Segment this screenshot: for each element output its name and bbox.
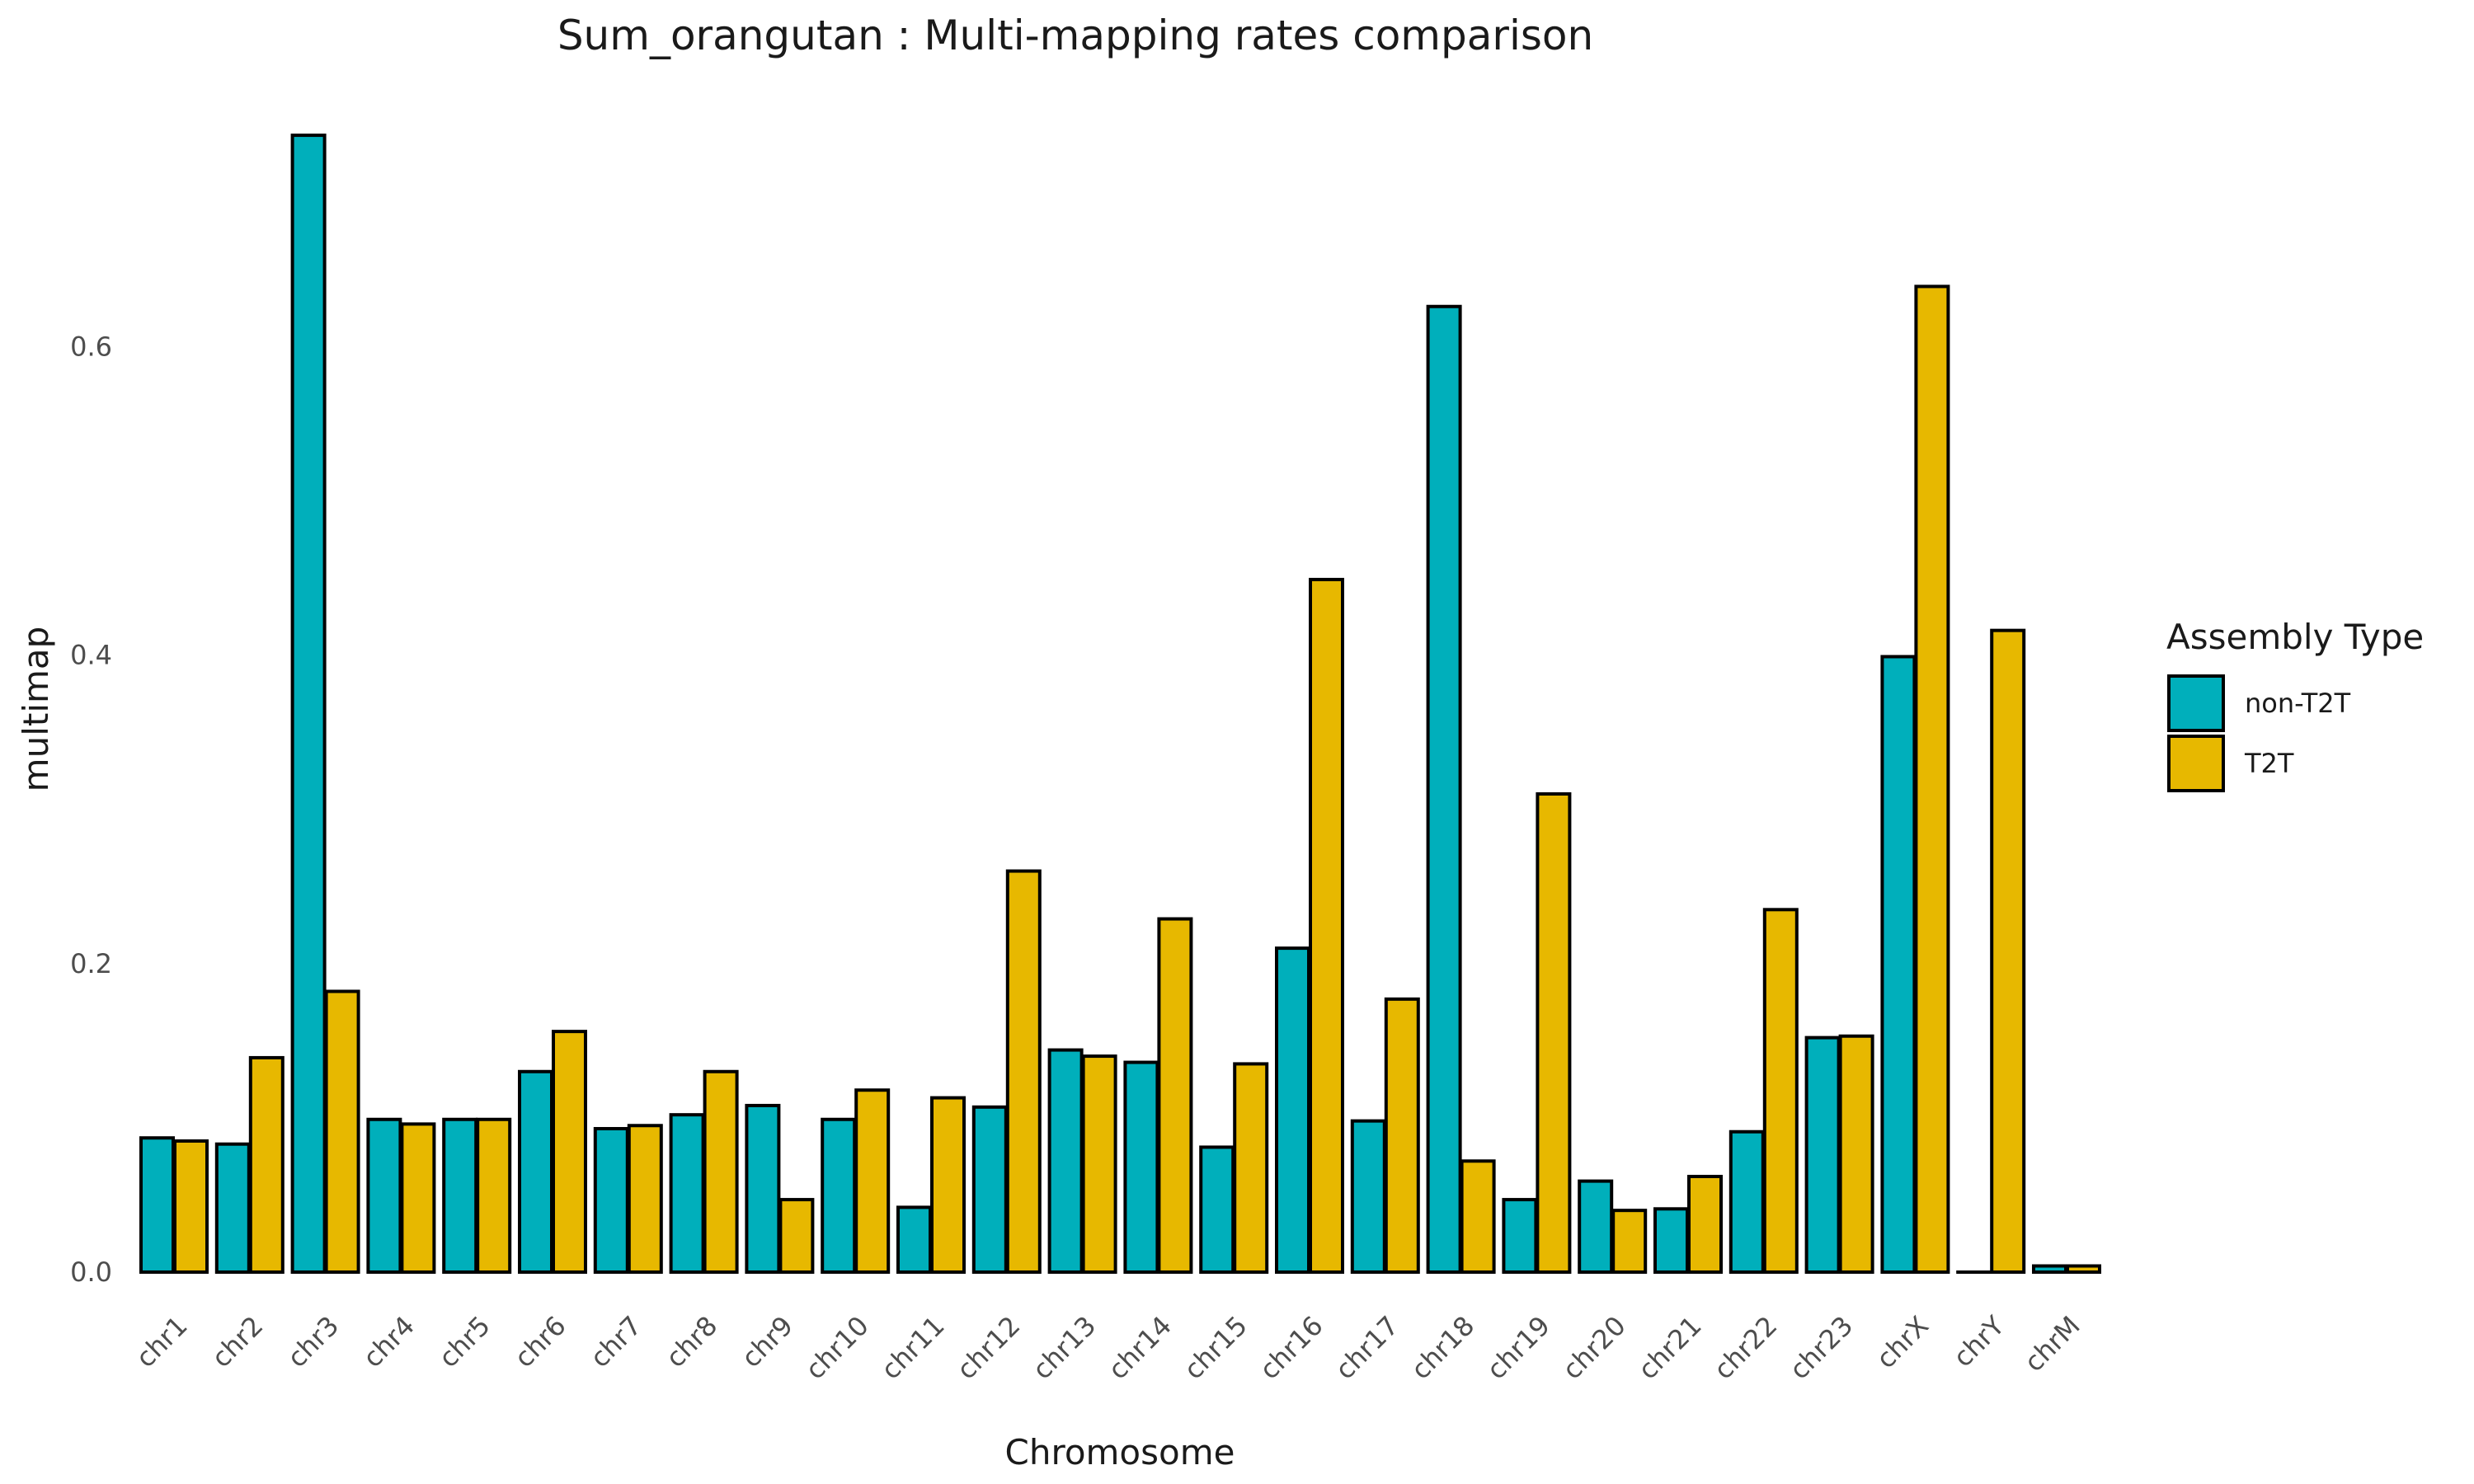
bar-non-t2t-chr19 (1502, 1198, 1538, 1274)
bar-non-t2t-chr7 (593, 1126, 629, 1274)
bar-t2t-chr8 (703, 1069, 739, 1275)
x-tick-label: chr10 (799, 1310, 875, 1386)
bar-t2t-chr22 (1762, 908, 1799, 1274)
x-tick-label: chr15 (1178, 1310, 1253, 1386)
y-tick-label: 0.4 (70, 640, 112, 671)
chart-title: Sum_orangutan : Multi-mapping rates comp… (557, 12, 1593, 59)
bar-t2t-chr18 (1460, 1159, 1496, 1274)
bar-t2t-chr13 (1081, 1054, 1117, 1275)
bar-non-t2t-chrM (2032, 1264, 2067, 1274)
bar-non-t2t-chr20 (1578, 1179, 1614, 1274)
legend-swatch-non-t2t (2167, 674, 2225, 732)
y-axis-title: multimap (16, 627, 56, 792)
bar-non-t2t-chr18 (1426, 304, 1462, 1274)
x-tick-label: chr20 (1556, 1310, 1632, 1386)
bar-t2t-chr2 (248, 1055, 285, 1275)
bar-non-t2t-chr11 (896, 1205, 932, 1274)
bar-t2t-chr17 (1384, 997, 1420, 1274)
legend-label-t2t: T2T (2244, 748, 2294, 779)
bar-non-t2t-chr3 (290, 134, 327, 1274)
x-tick-label: chr22 (1708, 1310, 1784, 1386)
bar-non-t2t-chr5 (442, 1117, 478, 1274)
x-tick-label: chrY (1947, 1309, 2011, 1373)
y-axis-ticks: 0.0 0.2 0.4 0.6 (70, 331, 112, 1288)
x-tick-label: chr19 (1480, 1310, 1556, 1386)
x-tick-label: chr3 (281, 1310, 345, 1374)
x-tick-label: chr21 (1632, 1310, 1708, 1386)
y-tick-label: 0.0 (70, 1256, 112, 1288)
x-tick-label: chr12 (951, 1310, 1027, 1386)
bar-t2t-chr10 (854, 1088, 891, 1275)
legend-label-non-t2t: non-T2T (2245, 688, 2351, 719)
bar-non-t2t-chr2 (214, 1142, 251, 1275)
bar-t2t-chrX (1914, 284, 1950, 1274)
bar-non-t2t-chr21 (1653, 1207, 1689, 1274)
bar-non-t2t-chr22 (1729, 1129, 1765, 1275)
bar-non-t2t-chrX (1880, 655, 1917, 1274)
x-tick-label: chr7 (584, 1310, 647, 1374)
x-tick-label: chrX (1870, 1310, 1935, 1374)
bars (139, 134, 2101, 1275)
bar-t2t-chr15 (1233, 1062, 1269, 1275)
bar-t2t-chr7 (627, 1124, 663, 1274)
bar-t2t-chr11 (930, 1096, 966, 1275)
x-tick-label: chr17 (1329, 1310, 1405, 1386)
x-tick-label: chr2 (205, 1310, 269, 1374)
bar-non-t2t-chr13 (1047, 1048, 1084, 1275)
bar-non-t2t-chr4 (366, 1117, 402, 1274)
bar-non-t2t-chr16 (1275, 946, 1310, 1274)
bar-non-t2t-chr14 (1123, 1060, 1159, 1274)
legend-swatch-t2t (2167, 735, 2225, 792)
x-tick-label: chrM (2018, 1310, 2086, 1378)
bar-t2t-chr19 (1536, 791, 1572, 1274)
bar-non-t2t-chr9 (745, 1103, 781, 1274)
bar-t2t-chrY (1990, 628, 2026, 1274)
bar-t2t-chr21 (1687, 1174, 1723, 1275)
bar-non-t2t-chr10 (821, 1117, 857, 1274)
x-tick-label: chr16 (1253, 1310, 1329, 1386)
x-tick-label: chr14 (1102, 1310, 1178, 1386)
bar-t2t-chrM (2066, 1264, 2101, 1274)
bar-non-t2t-chr1 (139, 1136, 175, 1275)
bar-non-t2t-chr17 (1350, 1119, 1386, 1274)
bar-t2t-chr16 (1309, 577, 1344, 1274)
bar-t2t-chr9 (778, 1198, 815, 1274)
bar-t2t-chr4 (400, 1122, 436, 1275)
bar-t2t-chr12 (1005, 869, 1042, 1275)
x-tick-label: chr1 (129, 1310, 193, 1374)
bar-t2t-chr20 (1611, 1209, 1648, 1275)
bar-non-t2t-chr15 (1199, 1145, 1235, 1274)
legend: Assembly Type non-T2T T2T (2166, 617, 2424, 792)
x-tick-label: chr18 (1405, 1310, 1481, 1386)
bar-t2t-chr3 (324, 989, 360, 1275)
x-tick-label: chr23 (1784, 1310, 1860, 1386)
bar-t2t-chr23 (1838, 1034, 1874, 1275)
bar-t2t-chr1 (173, 1139, 209, 1274)
x-tick-label: chr4 (357, 1310, 421, 1374)
bar-non-t2t-chr6 (518, 1069, 553, 1275)
bar-non-t2t-chr8 (669, 1113, 705, 1274)
x-tick-label: chr5 (433, 1310, 496, 1374)
x-tick-label: chr11 (875, 1310, 951, 1386)
x-axis-ticks: chr1 chr2 chr3 chr4 chr5 chr6 chr7 chr8 chr9 chr1… (129, 1309, 2086, 1385)
bar-non-t2t-chr12 (971, 1105, 1008, 1274)
legend-title: Assembly Type (2166, 617, 2424, 657)
bar-non-t2t-chr23 (1804, 1036, 1841, 1275)
bar-t2t-chr6 (552, 1030, 587, 1275)
x-tick-label: chr6 (508, 1310, 571, 1374)
y-tick-label: 0.6 (70, 331, 112, 362)
bar-t2t-chr14 (1157, 917, 1193, 1275)
y-tick-label: 0.2 (70, 948, 112, 979)
x-axis-title: Chromosome (1005, 1432, 1235, 1472)
bar-t2t-chr5 (476, 1117, 512, 1274)
x-tick-label: chr9 (736, 1310, 799, 1374)
x-tick-label: chr8 (660, 1310, 723, 1374)
x-tick-label: chr13 (1027, 1310, 1103, 1386)
